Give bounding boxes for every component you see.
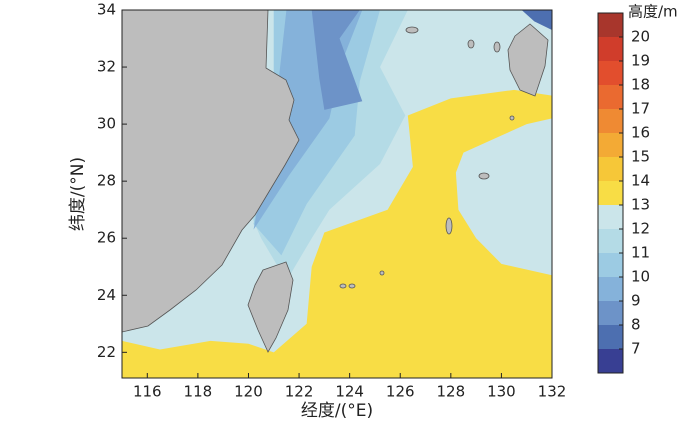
colorbar-title: 高度/m [628,3,678,21]
contour-region [521,10,552,30]
y-axis-label: 纬度/(°N) [68,157,88,231]
island [509,115,515,121]
x-tick-label: 132 [538,383,567,401]
island [467,39,475,49]
contour-region [311,10,363,110]
colorbar-band [598,277,623,301]
colorbar-band [598,37,623,61]
colorbar-band [598,61,623,85]
land [122,10,549,353]
colorbar-band [598,349,623,373]
colorbar-band [598,325,623,349]
colorbar-band [598,181,623,205]
x-axis-label: 经度/(°E) [301,401,373,421]
x-tick-label: 122 [285,383,314,401]
colorbar-band [598,13,623,37]
colorbar-tick-label: 14 [631,172,650,190]
colorbar-band [598,157,623,181]
colorbar-tick-label: 11 [631,244,650,262]
island [493,41,501,53]
colorbar-tick-label: 8 [631,316,641,334]
colorbar-tick-label: 20 [631,28,650,46]
colorbar-tick-label: 10 [631,268,650,286]
y-tick-label: 32 [97,58,116,76]
colorbar-tick-label: 16 [631,124,650,142]
colorbar-tick-label: 9 [631,292,641,310]
colorbar-tick-label: 15 [631,148,650,166]
island [379,270,385,276]
taiwan [247,261,294,353]
colorbar-band [598,133,623,157]
colorbar-tick-label: 12 [631,220,650,238]
colorbar-tick-label: 7 [631,340,641,358]
colorbar-band [598,85,623,109]
colorbar-tick-label: 18 [631,76,650,94]
kyushu [507,23,549,97]
colorbar-tick-label: 19 [631,52,650,70]
colorbar-band [598,109,623,133]
colorbar-tick-label: 17 [631,100,650,118]
mainland [122,10,300,333]
island [445,217,453,235]
colorbar-frame [597,12,624,374]
y-tick-label: 26 [97,229,116,247]
y-tick-label: 34 [97,1,116,19]
colorbar-tick-label: 13 [631,196,650,214]
colorbar-band [598,205,623,229]
x-tick-label: 126 [386,383,415,401]
x-tick-label: 120 [234,383,263,401]
island [405,26,419,34]
y-tick-label: 24 [97,286,116,304]
y-tick-label: 28 [97,172,116,190]
x-tick-label: 124 [335,383,364,401]
colorbar-band [598,301,623,325]
x-tick-label: 118 [184,383,213,401]
island [478,172,490,180]
colorbar-band [598,253,623,277]
x-tick-label: 116 [133,383,162,401]
plot-frame [121,9,553,379]
y-tick-label: 30 [97,115,116,133]
contour-region [122,89,552,378]
island [339,283,347,289]
colorbar-band [598,229,623,253]
x-tick-label: 128 [437,383,466,401]
island [348,283,356,289]
x-tick-label: 130 [487,383,516,401]
y-tick-label: 22 [97,343,116,361]
